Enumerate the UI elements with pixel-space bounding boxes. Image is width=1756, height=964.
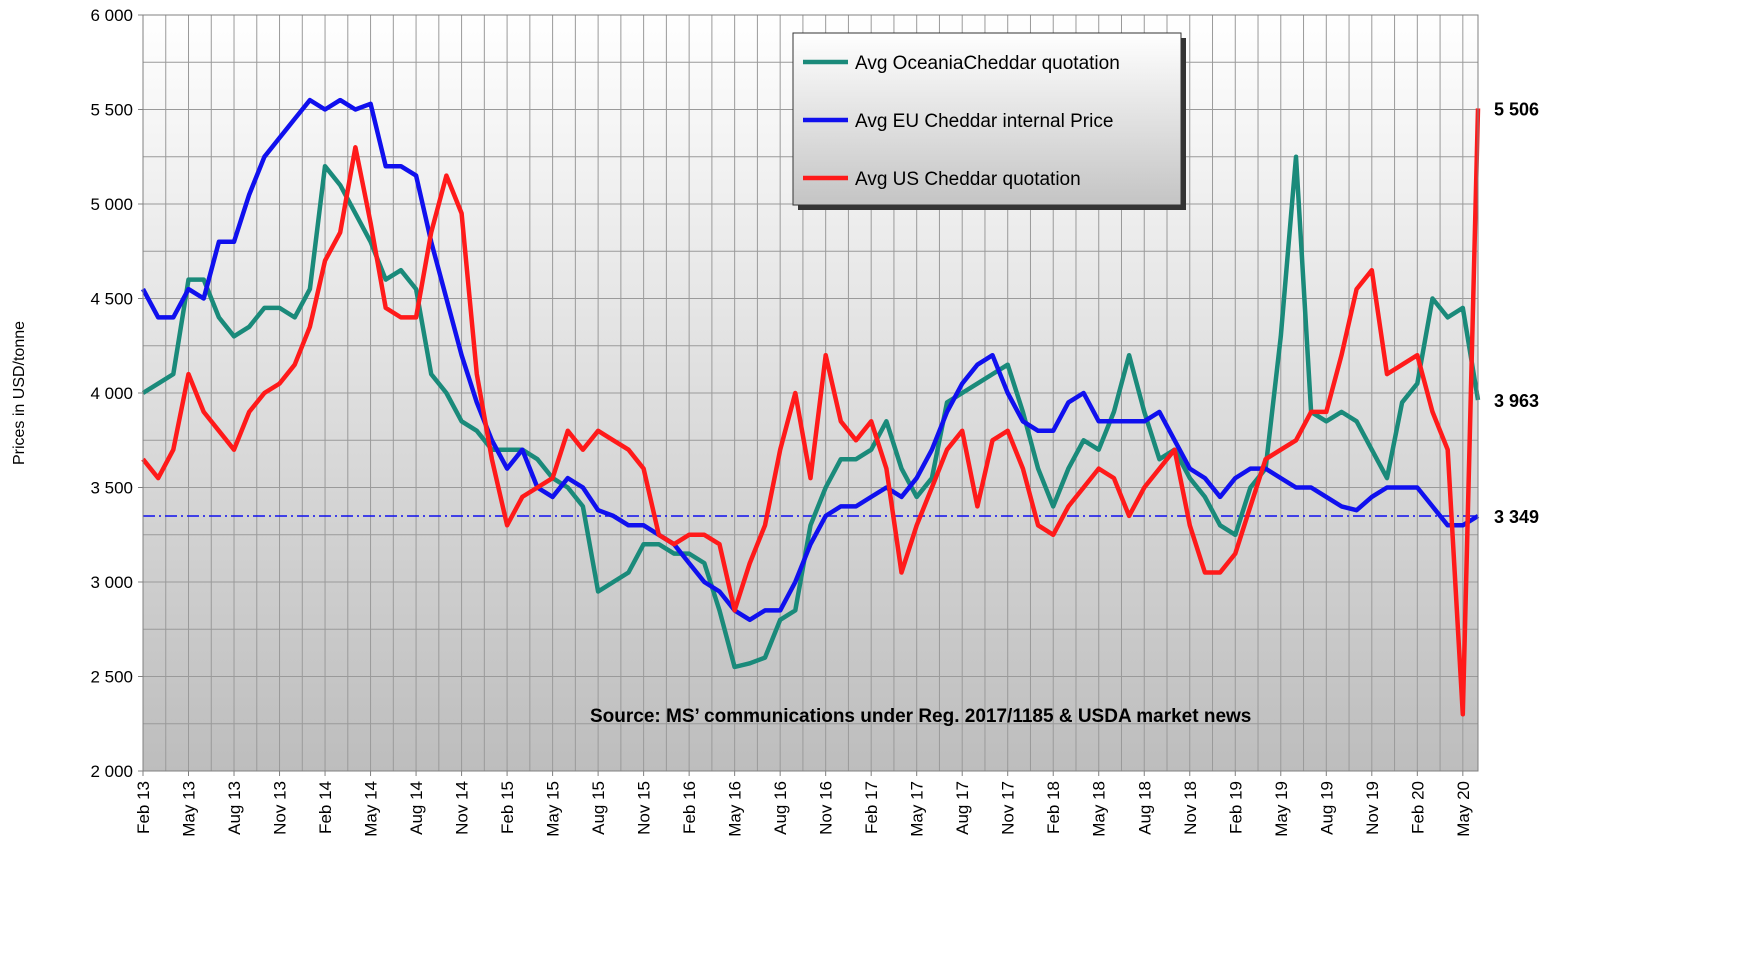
x-tick-label: Feb 20 xyxy=(1408,781,1427,834)
x-tick-label: Nov 16 xyxy=(817,781,836,835)
end-value-label: 3 349 xyxy=(1494,507,1539,527)
x-tick-label: May 20 xyxy=(1454,781,1473,837)
x-tick-label: May 19 xyxy=(1272,781,1291,837)
x-tick-label: Nov 17 xyxy=(999,781,1018,835)
series-line xyxy=(141,97,1480,623)
lines xyxy=(141,97,1481,717)
x-tick-label: Nov 13 xyxy=(271,781,290,835)
end-value-label: 3 963 xyxy=(1494,391,1539,411)
legend-label: Avg EU Cheddar internal Price xyxy=(855,111,1113,132)
legend-label: Avg OceaniaCheddar quotation xyxy=(855,53,1120,74)
legend-box xyxy=(792,32,1182,206)
x-tick-label: Feb 19 xyxy=(1226,781,1245,834)
series-line xyxy=(141,108,1481,717)
x-tick-label: Feb 16 xyxy=(680,781,699,834)
x-tick-label: May 16 xyxy=(726,781,745,837)
series-line xyxy=(141,154,1481,670)
x-tick-label: Nov 15 xyxy=(635,781,654,835)
x-tick-label: Feb 15 xyxy=(498,781,517,834)
x-tick-label: Feb 17 xyxy=(862,781,881,834)
end-value-label: 5 506 xyxy=(1494,99,1539,119)
x-tick-label: Aug 14 xyxy=(407,781,426,835)
y-tick-label: 4 000 xyxy=(90,384,133,403)
y-tick-label: 2 000 xyxy=(90,762,133,781)
x-tick-label: Nov 18 xyxy=(1181,781,1200,835)
x-tick-label: Aug 18 xyxy=(1135,781,1154,835)
x-tick-label: Feb 14 xyxy=(316,781,335,834)
x-tick-label: Feb 13 xyxy=(134,781,153,834)
x-tick-label: Aug 13 xyxy=(225,781,244,835)
x-tick-label: Aug 19 xyxy=(1317,781,1336,835)
y-tick-label: 5 000 xyxy=(90,195,133,214)
x-tick-label: Aug 15 xyxy=(589,781,608,835)
y-tick-label: 3 000 xyxy=(90,573,133,592)
x-tick-label: Feb 18 xyxy=(1044,781,1063,834)
x-tick-label: May 15 xyxy=(544,781,563,837)
x-tick-label: Aug 16 xyxy=(771,781,790,835)
x-tick-label: May 18 xyxy=(1090,781,1109,837)
y-tick-label: 5 500 xyxy=(90,101,133,120)
y-tick-label: 4 500 xyxy=(90,290,133,309)
x-tick-label: May 13 xyxy=(180,781,199,837)
y-tick-label: 6 000 xyxy=(90,6,133,25)
x-tick-label: Nov 19 xyxy=(1363,781,1382,835)
x-tick-label: May 14 xyxy=(362,781,381,837)
x-tick-label: May 17 xyxy=(908,781,927,837)
y-axis-label: Prices in USD/tonne xyxy=(11,321,28,465)
y-tick-label: 2 500 xyxy=(90,668,133,687)
x-tick-label: Aug 17 xyxy=(953,781,972,835)
legend: Avg OceaniaCheddar quotation Avg EU Chedd… xyxy=(792,32,1186,210)
y-tick-label: 3 500 xyxy=(90,479,133,498)
x-tick-label: Nov 14 xyxy=(453,781,472,835)
source-note: Source: MS’ communications under Reg. 20… xyxy=(590,706,1251,727)
legend-label: Avg US Cheddar quotation xyxy=(855,169,1081,190)
